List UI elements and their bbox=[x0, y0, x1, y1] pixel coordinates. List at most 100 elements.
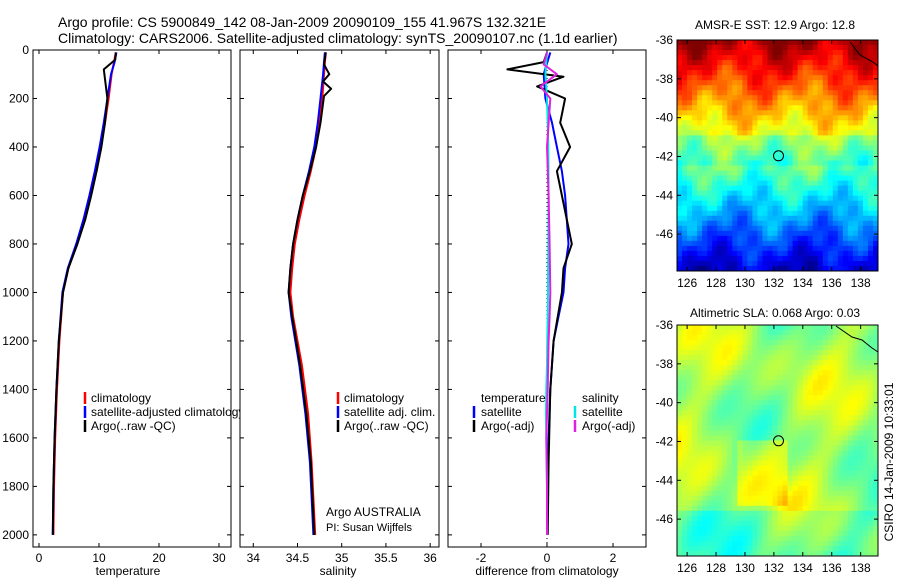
heatmap-cell bbox=[697, 55, 703, 61]
heatmap-cell bbox=[677, 510, 683, 517]
heatmap-cell bbox=[757, 355, 763, 361]
heatmap-cell bbox=[772, 475, 778, 482]
heatmap-cell bbox=[692, 330, 698, 336]
heatmap-cell bbox=[802, 260, 809, 267]
heatmap-cell bbox=[732, 110, 738, 116]
heatmap-cell bbox=[797, 155, 804, 161]
heatmap-cell bbox=[732, 480, 738, 487]
heatmap-cell bbox=[767, 410, 773, 416]
heatmap-cell bbox=[702, 535, 708, 542]
heatmap-cell bbox=[837, 100, 844, 106]
heatmap-cell bbox=[772, 175, 778, 182]
heatmap-cell bbox=[707, 185, 713, 192]
heatmap-cell bbox=[827, 365, 834, 371]
heatmap-cell bbox=[717, 110, 723, 116]
y-tick-label: 1600 bbox=[2, 431, 29, 445]
heatmap-cell bbox=[717, 435, 723, 441]
heatmap-cell bbox=[817, 90, 824, 96]
x-tick-label: 138 bbox=[851, 276, 871, 290]
heatmap-cell bbox=[707, 400, 713, 406]
heatmap-cell bbox=[797, 55, 804, 61]
heatmap-cell bbox=[732, 260, 738, 267]
heatmap-cell bbox=[792, 415, 799, 421]
heatmap-cell bbox=[692, 435, 698, 441]
heatmap-cell bbox=[722, 50, 728, 56]
heatmap-cell bbox=[867, 265, 874, 272]
heatmap-cell bbox=[697, 500, 703, 507]
heatmap-cell bbox=[732, 505, 738, 512]
heatmap-cell bbox=[702, 520, 708, 527]
heatmap-cell bbox=[722, 515, 728, 522]
heatmap-cell bbox=[802, 180, 809, 187]
heatmap-cell bbox=[747, 490, 753, 497]
heatmap-cell bbox=[742, 530, 748, 537]
heatmap-cell bbox=[772, 455, 778, 461]
heatmap-cell bbox=[687, 455, 693, 461]
heatmap-cell bbox=[727, 50, 733, 56]
heatmap-cell bbox=[842, 160, 849, 166]
heatmap-cell bbox=[677, 330, 683, 336]
heatmap-cell bbox=[862, 495, 869, 502]
heatmap-cell bbox=[872, 55, 879, 61]
heatmap-cell bbox=[777, 430, 783, 436]
heatmap-cell bbox=[772, 400, 778, 406]
heatmap-cell bbox=[862, 455, 869, 461]
heatmap-cell bbox=[842, 520, 849, 527]
heatmap-cell bbox=[827, 150, 834, 156]
heatmap-cell bbox=[762, 170, 768, 176]
heatmap-cell bbox=[817, 405, 824, 411]
heatmap-cell bbox=[857, 255, 864, 262]
heatmap-cell bbox=[867, 120, 874, 126]
heatmap-cell bbox=[757, 430, 763, 436]
heatmap-cell bbox=[867, 40, 874, 46]
heatmap-cell bbox=[702, 70, 708, 76]
heatmap-cell bbox=[702, 220, 708, 227]
heatmap-cell bbox=[782, 375, 788, 381]
heatmap-cell bbox=[682, 240, 688, 247]
heatmap-cell bbox=[707, 420, 713, 426]
heatmap-cell bbox=[852, 505, 859, 512]
heatmap-cell bbox=[872, 225, 879, 232]
heatmap-cell bbox=[682, 480, 688, 487]
heatmap-cell bbox=[757, 390, 763, 396]
heatmap-cell bbox=[687, 535, 693, 542]
heatmap-cell bbox=[802, 375, 809, 381]
heatmap-cell bbox=[777, 470, 783, 477]
heatmap-cell bbox=[777, 50, 783, 56]
heatmap-cell bbox=[757, 540, 763, 547]
heatmap-cell bbox=[837, 200, 844, 207]
heatmap-cell bbox=[722, 165, 728, 171]
heatmap-cell bbox=[707, 200, 713, 207]
heatmap-cell bbox=[727, 505, 733, 512]
heatmap-cell bbox=[677, 465, 683, 472]
heatmap-cell bbox=[732, 210, 738, 217]
heatmap-cell bbox=[822, 520, 829, 527]
heatmap-cell bbox=[772, 210, 778, 217]
heatmap-cell bbox=[752, 535, 758, 542]
heatmap-cell bbox=[692, 350, 698, 356]
heatmap-cell bbox=[732, 435, 738, 441]
heatmap-cell bbox=[772, 60, 778, 66]
heatmap-cell bbox=[857, 205, 864, 212]
heatmap-cell bbox=[762, 335, 768, 341]
heatmap-cell bbox=[712, 265, 718, 272]
heatmap-cell bbox=[822, 510, 829, 517]
heatmap-cell bbox=[727, 540, 733, 547]
heatmap-cell bbox=[692, 145, 698, 151]
heatmap-cell bbox=[852, 155, 859, 161]
heatmap-cell bbox=[827, 240, 834, 247]
heatmap-cell bbox=[852, 65, 859, 71]
heatmap-cell bbox=[797, 370, 804, 376]
heatmap-cell bbox=[802, 415, 809, 421]
heatmap-cell bbox=[697, 550, 703, 557]
heatmap-cell bbox=[717, 485, 723, 492]
heatmap-cell bbox=[787, 415, 793, 421]
heatmap-cell bbox=[757, 420, 763, 426]
heatmap-cell bbox=[762, 60, 768, 66]
heatmap-cell bbox=[752, 145, 758, 151]
heatmap-cell bbox=[767, 240, 773, 247]
heatmap-cell bbox=[822, 405, 829, 411]
heatmap-cell bbox=[852, 150, 859, 156]
heatmap-cell bbox=[782, 430, 788, 436]
heatmap-cell bbox=[692, 470, 698, 477]
